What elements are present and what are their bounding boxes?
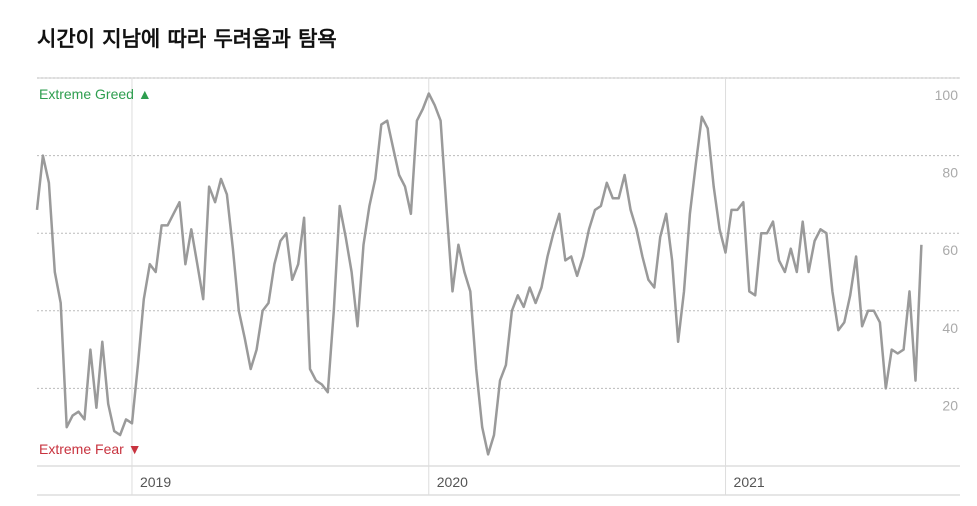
- y-tick-label: 20: [942, 397, 958, 413]
- y-tick-label: 100: [935, 87, 959, 103]
- annotation: Extreme Greed ▲: [39, 86, 152, 102]
- series-line: [35, 92, 923, 456]
- x-tick-label: 2019: [140, 474, 171, 490]
- annotation: Extreme Fear ▼: [39, 441, 142, 457]
- y-tick-label: 60: [942, 242, 958, 258]
- x-tick-label: 2021: [734, 474, 765, 490]
- chart-title: 시간이 지남에 따라 두려움과 탐욕: [37, 27, 337, 51]
- x-tick-label: 2020: [437, 474, 468, 490]
- y-tick-label: 80: [942, 165, 958, 181]
- y-tick-label: 40: [942, 320, 958, 336]
